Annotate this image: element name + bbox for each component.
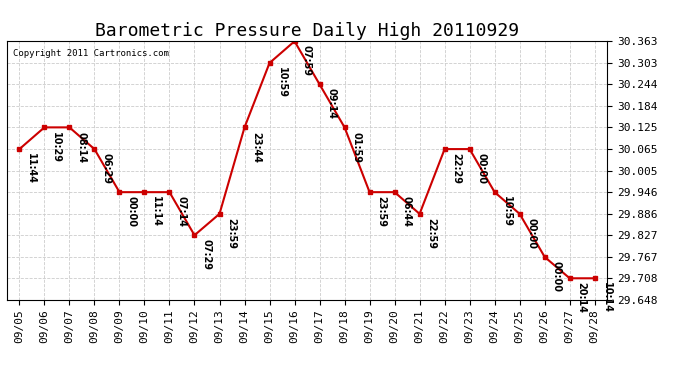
Text: 07:14: 07:14	[177, 196, 186, 227]
Text: 10:14: 10:14	[602, 282, 611, 314]
Text: 22:59: 22:59	[426, 218, 437, 249]
Text: 07:59: 07:59	[302, 45, 311, 76]
Text: 10:29: 10:29	[51, 132, 61, 162]
Text: 00:00: 00:00	[551, 261, 562, 292]
Text: 07:29: 07:29	[201, 239, 211, 270]
Text: 23:44: 23:44	[251, 132, 262, 162]
Text: 08:14: 08:14	[77, 132, 86, 163]
Text: 22:29: 22:29	[451, 153, 462, 184]
Text: 11:44: 11:44	[26, 153, 37, 184]
Text: 10:59: 10:59	[502, 196, 511, 227]
Text: 01:59: 01:59	[351, 132, 362, 162]
Text: 11:14: 11:14	[151, 196, 161, 227]
Title: Barometric Pressure Daily High 20110929: Barometric Pressure Daily High 20110929	[95, 22, 519, 40]
Text: 09:14: 09:14	[326, 88, 337, 120]
Text: 23:59: 23:59	[226, 218, 237, 249]
Text: 23:59: 23:59	[377, 196, 386, 227]
Text: 06:44: 06:44	[402, 196, 411, 227]
Text: 20:14: 20:14	[577, 282, 586, 314]
Text: 00:00: 00:00	[126, 196, 137, 227]
Text: 00:00: 00:00	[526, 218, 537, 249]
Text: 10:59: 10:59	[277, 67, 286, 98]
Text: 00:00: 00:00	[477, 153, 486, 184]
Text: 06:29: 06:29	[101, 153, 111, 184]
Text: Copyright 2011 Cartronics.com: Copyright 2011 Cartronics.com	[13, 49, 169, 58]
